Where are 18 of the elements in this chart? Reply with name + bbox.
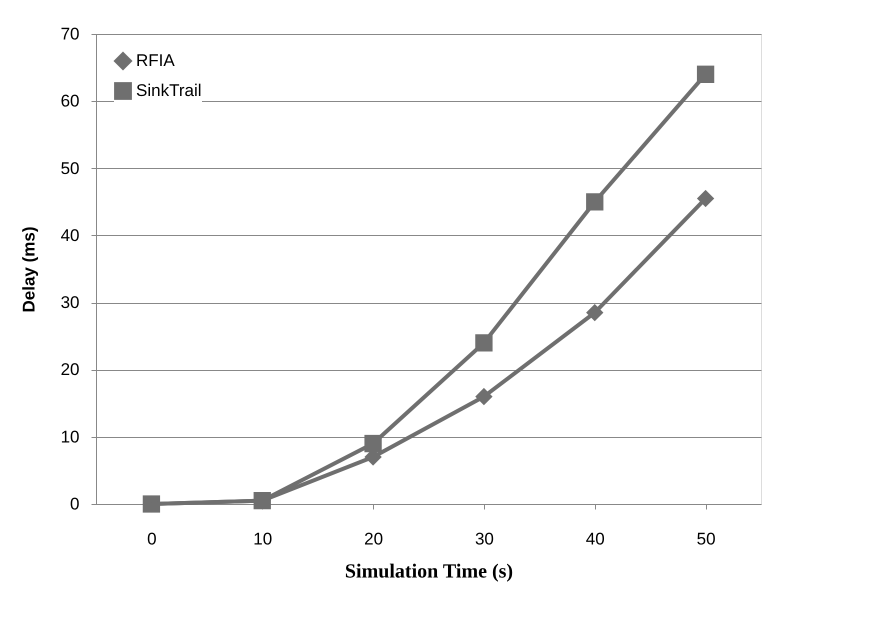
y-tick-label: 60 xyxy=(60,92,80,111)
y-tick-label: 10 xyxy=(60,427,80,446)
x-tick-label: 10 xyxy=(253,530,272,548)
x-tick-label: 40 xyxy=(586,530,605,548)
y-tick-label: 0 xyxy=(70,494,80,514)
x-tick-label: 20 xyxy=(364,530,384,548)
y-tick-label: 70 xyxy=(60,24,80,44)
legend-label: RFIA xyxy=(136,51,176,70)
legend-label: SinkTrail xyxy=(136,81,202,100)
x-tick-label: 0 xyxy=(147,530,157,548)
x-tick-label: 50 xyxy=(696,530,716,548)
y-tick-label: 30 xyxy=(60,293,80,312)
y-tick-label: 20 xyxy=(60,360,80,380)
y-axis-title: Delay (ms) xyxy=(20,226,39,312)
x-axis-title: Simulation Time (s) xyxy=(344,560,514,582)
y-tick-label: 50 xyxy=(60,158,80,178)
x-tick-label: 30 xyxy=(474,530,494,548)
y-tick-label: 40 xyxy=(60,226,80,245)
